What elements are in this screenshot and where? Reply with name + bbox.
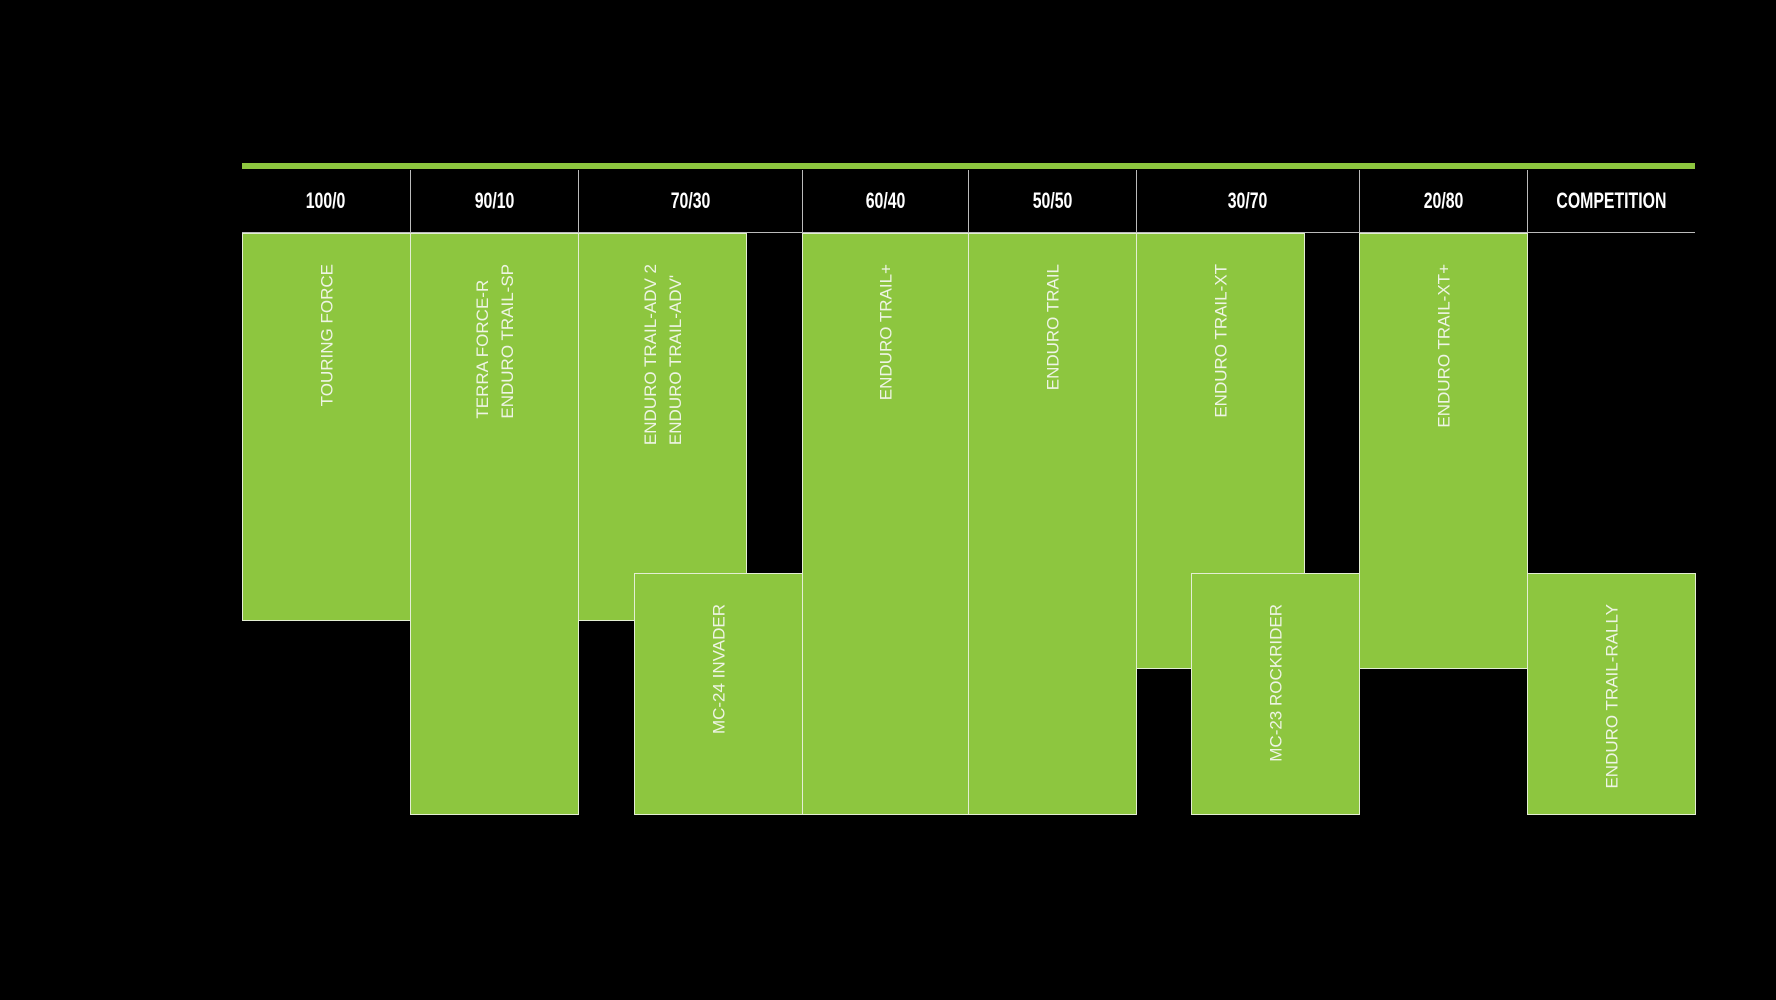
top-accent-line [242, 163, 1695, 169]
header-label: 60/40 [865, 188, 906, 213]
product-label: TOURING FORCE [317, 264, 336, 407]
product-enduro-trail-xt-plus: ENDURO TRAIL-XT+ [1359, 233, 1528, 669]
header-label: 70/30 [670, 188, 711, 213]
product-enduro-trail-adv: ENDURO TRAIL-ADV 2 ENDURO TRAIL-ADV' [578, 233, 747, 621]
header-90-10: 90/10 [410, 170, 578, 233]
product-label: MC-24 INVADER [709, 604, 728, 735]
header-competition: COMPETITION [1527, 170, 1695, 233]
product-label: ENDURO TRAIL-ADV 2 ENDURO TRAIL-ADV' [640, 264, 685, 446]
product-label: ENDURO TRAIL-XT [1211, 264, 1230, 418]
product-label: ENDURO TRAIL+ [876, 264, 895, 401]
header-label: 90/10 [474, 188, 515, 213]
header-label: 100/0 [306, 188, 346, 213]
product-label: ENDURO TRAIL [1043, 264, 1062, 391]
header-30-70: 30/70 [1136, 170, 1359, 233]
header-100-0: 100/0 [242, 170, 410, 233]
product-label: ENDURO TRAIL-RALLY [1602, 604, 1621, 789]
header-50-50: 50/50 [968, 170, 1136, 233]
header-60-40: 60/40 [802, 170, 968, 233]
product-terra-force-r-enduro-trail-sp: TERRA FORCE-R ENDURO TRAIL-SP [410, 233, 579, 815]
header-70-30: 70/30 [578, 170, 802, 233]
product-label: MC-23 ROCKRIDER [1266, 604, 1285, 762]
header-label: 50/50 [1032, 188, 1073, 213]
product-mc-23-rockrider: MC-23 ROCKRIDER [1191, 573, 1360, 815]
header-label: 30/70 [1228, 188, 1268, 213]
header-20-80: 20/80 [1359, 170, 1527, 233]
product-enduro-trail-plus: ENDURO TRAIL+ [802, 233, 969, 815]
product-label: ENDURO TRAIL-XT+ [1434, 264, 1453, 428]
header-label: 20/80 [1423, 188, 1464, 213]
product-mc-24-invader: MC-24 INVADER [634, 573, 803, 815]
product-touring-force: TOURING FORCE [242, 233, 411, 621]
product-enduro-trail-rally: ENDURO TRAIL-RALLY [1527, 573, 1696, 815]
product-enduro-trail: ENDURO TRAIL [968, 233, 1137, 815]
product-label: TERRA FORCE-R ENDURO TRAIL-SP [472, 264, 517, 419]
header-label: COMPETITION [1556, 188, 1667, 213]
